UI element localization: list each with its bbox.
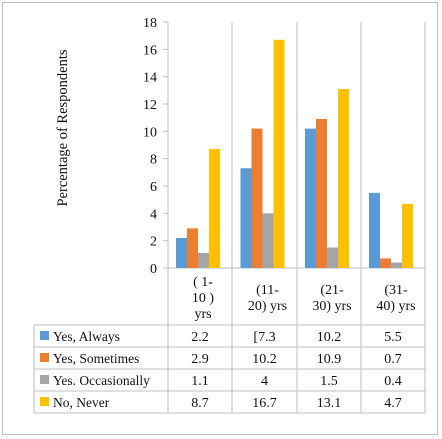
legend-label-3: Yes. Occasionally	[53, 373, 150, 388]
legend-key-4	[40, 397, 49, 406]
table-cell-value: 13.1	[317, 396, 342, 411]
table-cell-value: 1.1	[191, 374, 209, 389]
table-cell-value: 10.2	[317, 330, 342, 345]
bar-1-2	[240, 168, 252, 268]
x-category-label: yrs	[194, 307, 211, 322]
table-cell-value: 4.7	[384, 396, 402, 411]
y-tick-label: 18	[143, 16, 157, 31]
bar-3-3	[327, 247, 338, 268]
table-cell-value: 1.5	[320, 374, 338, 389]
bar-3-2	[262, 213, 274, 268]
table-cell-value: 2.2	[191, 330, 209, 345]
table-cell-value: 16.7	[252, 396, 277, 411]
y-tick-label: 8	[150, 153, 157, 168]
legend-key-1	[40, 331, 49, 340]
legend-label-4: No, Never	[53, 395, 110, 410]
table-cell-value: 4	[261, 374, 268, 389]
bar-4-3	[338, 88, 349, 268]
x-category-label: ( 1-	[193, 275, 213, 290]
table-cell-value: 8.7	[191, 396, 209, 411]
y-tick-label: 0	[150, 262, 157, 277]
bar-1-3	[305, 128, 316, 268]
y-tick-label: 16	[143, 43, 157, 58]
x-category-label: (31-	[384, 283, 408, 298]
x-category-label: 40) yrs	[376, 299, 415, 314]
x-category-label: (21-	[320, 283, 344, 298]
table-cell-value: 2.9	[191, 352, 209, 367]
bar-3-1	[198, 252, 209, 268]
y-axis-label: Percentage of Respondents	[55, 49, 71, 206]
legend-key-3	[40, 375, 49, 384]
bar-2-2	[251, 128, 263, 268]
y-tick-label: 2	[150, 235, 157, 250]
y-tick-label: 6	[150, 180, 157, 195]
x-category-label: (11-	[256, 283, 279, 298]
y-tick-label: 10	[143, 125, 157, 140]
bar-4-1	[209, 149, 220, 268]
table-cell-value: 10.9	[317, 352, 342, 367]
y-tick-label: 4	[150, 207, 157, 222]
table-cell-value: 10.2	[252, 352, 277, 367]
bar-2-4	[380, 258, 391, 268]
bar-1-4	[369, 192, 380, 268]
table-cell-value: 0.7	[384, 352, 402, 367]
legend-label-2: Yes, Sometimes	[53, 351, 139, 366]
bar-4-2	[273, 39, 285, 269]
bar-1-1	[176, 237, 187, 268]
table-cell-value: 5.5	[384, 330, 402, 345]
legend-label-1: Yes, Always	[53, 329, 120, 344]
y-tick-label: 12	[143, 98, 157, 113]
legend-key-2	[40, 353, 49, 362]
bar-2-3	[316, 119, 327, 269]
x-category-label: 10 )	[192, 291, 215, 306]
x-category-label: 30) yrs	[312, 299, 351, 314]
bar-3-4	[391, 262, 402, 268]
y-tick-label: 14	[143, 71, 157, 86]
bar-2-1	[187, 228, 198, 268]
x-category-label: 20) yrs	[248, 299, 287, 314]
bar-4-4	[402, 203, 413, 268]
table-cell-value: [7.3	[253, 330, 275, 345]
table-cell-value: 0.4	[384, 374, 402, 389]
